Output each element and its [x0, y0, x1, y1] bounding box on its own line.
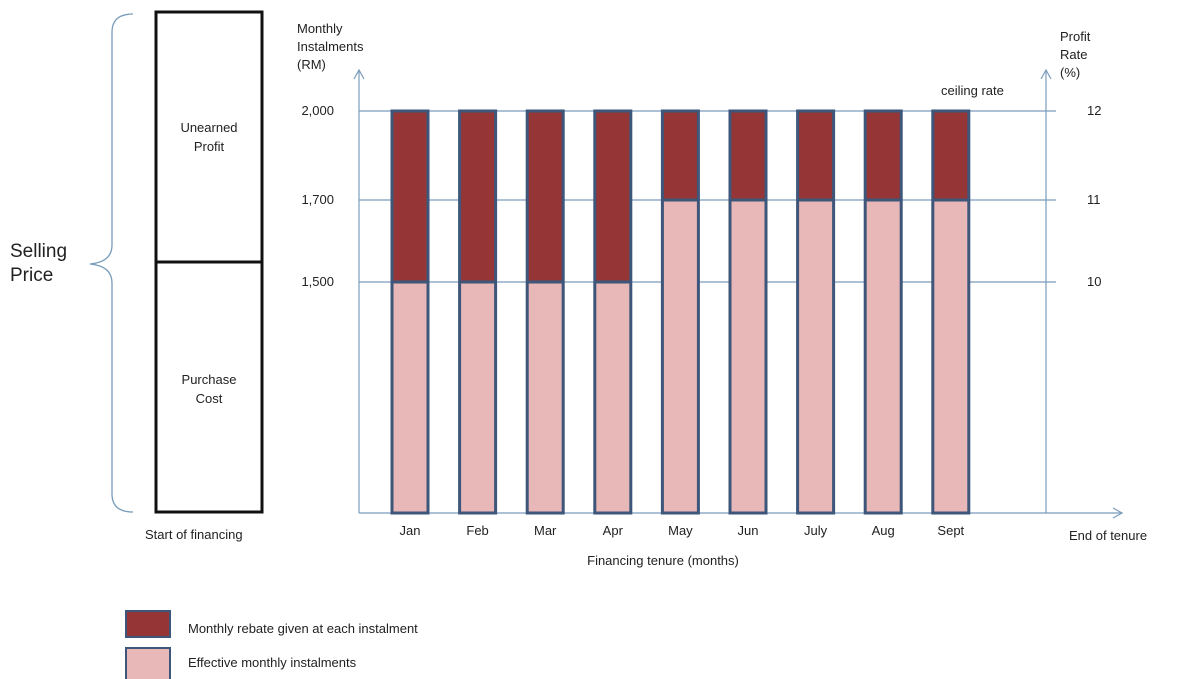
left-axis-arrow: [353, 68, 365, 80]
x-tick-label-apr: Apr: [602, 523, 623, 538]
bar-instalment-jan: [392, 282, 428, 513]
bar-outline-apr: [593, 109, 633, 515]
bar-outline-jun: [728, 109, 768, 515]
x-tick-label-mar: Mar: [533, 523, 557, 538]
bar-instalment-may: [662, 200, 699, 513]
x-tick-label-sept: Sept: [937, 523, 965, 538]
bar-rebate-mar: [527, 111, 564, 282]
bar-outline-feb: [458, 109, 498, 515]
bar-rebate-july: [797, 111, 834, 200]
left-tick-label-1500: 1,500: [301, 274, 334, 289]
bar-outline-mar: [525, 109, 565, 515]
x-axis-arrow: [1112, 507, 1124, 519]
bar-instalment-apr: [594, 282, 631, 513]
legend-swatch-instalment: [125, 647, 171, 679]
bar-outline-jan: [390, 109, 430, 515]
right-tick-label-12: 12: [1087, 103, 1102, 118]
bar-instalment-mar: [527, 282, 564, 513]
bar-instalment-sept: [932, 200, 969, 513]
bar-rebate-apr: [594, 111, 631, 282]
end-of-tenure-label: End of tenure: [1069, 528, 1148, 543]
selling-price-brace: [89, 13, 134, 513]
x-tick-label-july: July: [804, 523, 828, 538]
x-tick-label-jan: Jan: [399, 523, 421, 538]
x-axis-title: Financing tenure (months): [587, 553, 739, 568]
bar-outline-sept: [931, 109, 971, 515]
legend-label-instalment: Effective monthly instalments: [188, 655, 357, 670]
x-tick-label-feb: Feb: [466, 523, 489, 538]
bar-rebate-feb: [459, 111, 496, 282]
bar-instalment-july: [797, 200, 834, 513]
left-axis-title: Monthly Instalments (RM): [297, 21, 364, 72]
right-tick-label-11: 11: [1087, 192, 1101, 207]
x-tick-label-may: May: [668, 523, 693, 538]
legend-label-rebate: Monthly rebate given at each instalment: [188, 621, 418, 636]
bar-outline-aug: [863, 109, 903, 515]
left-tick-label-1700: 1,700: [301, 192, 334, 207]
selling-price-label: Selling Price: [10, 241, 68, 286]
bar-rebate-sept: [932, 111, 969, 200]
left-tick-label-2000: 2,000: [301, 103, 334, 118]
x-tick-label-aug: Aug: [871, 523, 895, 538]
legend-swatch-rebate: [125, 610, 171, 638]
right-axis-title: Profit Rate (%): [1060, 29, 1091, 80]
bar-outline-may: [660, 109, 700, 515]
bar-instalment-jun: [730, 200, 766, 513]
right-tick-label-10: 10: [1087, 274, 1102, 289]
unearned-profit-label: Unearned Profit: [180, 120, 238, 154]
right-axis-arrow: [1040, 68, 1052, 80]
bar-rebate-aug: [865, 111, 902, 200]
bar-rebate-jan: [392, 111, 428, 282]
bar-rebate-may: [662, 111, 699, 200]
bar-instalment-aug: [865, 200, 902, 513]
start-of-financing-label: Start of financing: [145, 527, 243, 542]
bar-rebate-jun: [730, 111, 766, 200]
x-tick-label-jun: Jun: [737, 523, 759, 538]
chart-layer: [353, 68, 1124, 519]
bar-instalment-feb: [459, 282, 496, 513]
bar-outline-july: [796, 109, 836, 515]
purchase-cost-label: Purchase Cost: [181, 372, 237, 406]
ceiling-rate-label: ceiling rate: [941, 83, 1004, 98]
